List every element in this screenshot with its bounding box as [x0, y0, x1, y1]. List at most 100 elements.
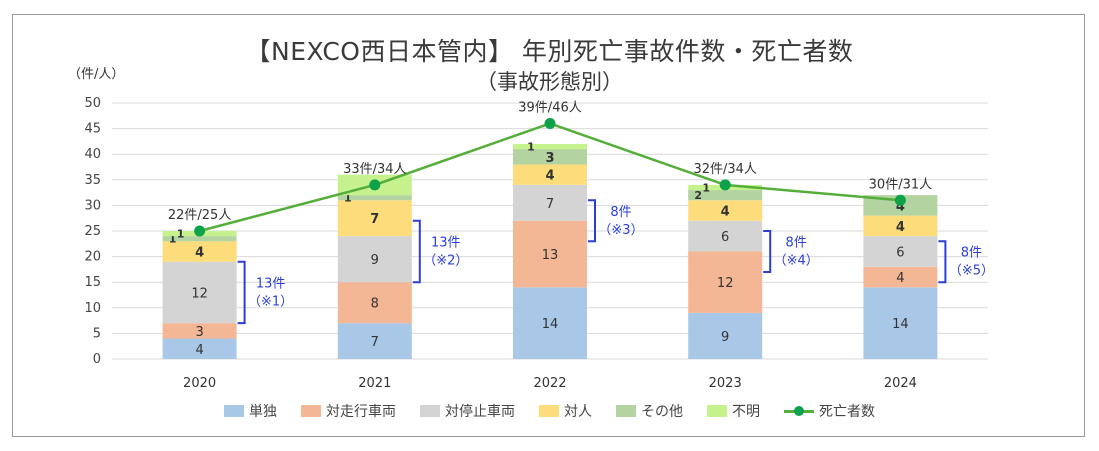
bracket-annotation-count: 13件 — [431, 235, 461, 250]
legend-item: 対停止車両 — [420, 401, 515, 421]
bar-value-label: 3 — [195, 325, 203, 340]
legend-swatch — [224, 405, 244, 417]
bar-segment — [513, 220, 587, 288]
bracket-annotation-note: （※3） — [598, 223, 643, 238]
deaths-data-label: 32件/34人 — [693, 162, 756, 177]
bar-segment — [162, 261, 237, 324]
bar-value-label: 3 — [545, 151, 554, 166]
bracket-annotation — [412, 219, 421, 284]
y-tick-label: 20 — [84, 250, 101, 265]
legend-item: 死亡者数 — [784, 401, 875, 421]
legend-item: 単独 — [224, 401, 277, 421]
bar-value-label: 9 — [721, 330, 729, 345]
y-tick-label: 0 — [93, 352, 101, 367]
bar-value-label: 1 — [177, 228, 185, 241]
deaths-marker — [544, 117, 556, 129]
y-tick-label: 25 — [84, 224, 101, 239]
bracket-annotation-count: 8件 — [961, 246, 982, 261]
bar-value-label: 12 — [191, 286, 208, 301]
bar-value-label: 4 — [721, 205, 730, 220]
bar-segment — [863, 287, 938, 359]
bracket-annotation-note: （※4） — [774, 253, 819, 268]
bar-segment — [337, 236, 412, 283]
bracket-annotation-note: （※1） — [248, 294, 293, 309]
bar-segment — [688, 312, 763, 359]
chart-legend: 単独 対走行車両 対停止車両 対人 その他 不明 死亡者数 — [0, 401, 1099, 421]
bar-value-label: 4 — [545, 169, 554, 184]
legend-label: 対停止車両 — [445, 404, 515, 420]
legend-label: その他 — [641, 404, 683, 420]
bar-value-label: 1 — [344, 192, 352, 205]
bar-segment — [688, 190, 763, 201]
bracket-annotation — [237, 260, 246, 325]
bar-segment — [162, 323, 237, 339]
legend-swatch — [301, 405, 321, 417]
bar-segment — [863, 266, 938, 288]
legend-item: その他 — [616, 401, 683, 421]
chart-title: 【NEXCO西日本管内】 年別死亡事故件数・死亡者数 — [245, 37, 854, 66]
bar-value-label: 13 — [542, 248, 559, 263]
bar-value-label: 8 — [371, 297, 379, 312]
deaths-data-label: 30件/31人 — [869, 177, 932, 192]
y-tick-label: 10 — [84, 301, 101, 316]
bar-segment — [162, 241, 237, 262]
y-tick-label: 5 — [93, 326, 101, 341]
bracket-annotation-note: （※2） — [423, 253, 468, 268]
bar-segment — [513, 287, 587, 359]
bar-segment — [337, 200, 412, 237]
legend-line-marker — [784, 405, 814, 417]
bar-segment — [162, 338, 237, 359]
bar-segment — [337, 195, 412, 201]
bar-value-label: 4 — [195, 245, 204, 260]
legend-label: 単独 — [249, 404, 277, 420]
deaths-marker — [194, 225, 206, 237]
bar-segment — [688, 200, 763, 221]
bar-segment — [513, 164, 587, 185]
x-tick-label: 2020 — [183, 376, 216, 391]
x-tick-label: 2022 — [533, 376, 566, 391]
bar-value-label: 7 — [546, 197, 554, 212]
x-tick-label: 2024 — [884, 376, 917, 391]
bar-value-label: 7 — [371, 335, 379, 350]
bracket-annotation-count: 8件 — [610, 205, 631, 220]
deaths-data-label: 33件/34人 — [343, 162, 406, 177]
legend-item: 対走行車両 — [301, 401, 396, 421]
bar-segment — [337, 323, 412, 359]
deaths-data-label: 22件/25人 — [168, 208, 231, 223]
bracket-annotation-note: （※5） — [949, 264, 994, 279]
bar-value-label: 6 — [896, 245, 904, 260]
deaths-marker — [894, 194, 906, 206]
legend-swatch — [616, 405, 636, 417]
deaths-marker — [719, 179, 731, 191]
bar-value-label: 1 — [527, 141, 535, 154]
bar-segment — [513, 149, 587, 165]
bracket-annotation — [763, 230, 772, 273]
y-tick-label: 40 — [84, 147, 101, 162]
y-tick-label: 15 — [84, 275, 101, 290]
bar-segment — [863, 215, 938, 237]
legend-label: 対走行車両 — [326, 404, 396, 420]
legend-label: 不明 — [732, 404, 760, 420]
bar-value-label: 4 — [896, 220, 905, 235]
bracket-annotation — [588, 199, 596, 243]
legend-swatch — [707, 405, 727, 417]
y-tick-label: 30 — [84, 198, 101, 213]
bar-value-label: 14 — [542, 317, 559, 332]
legend-swatch — [539, 405, 559, 417]
bar-value-label: 2 — [694, 189, 702, 202]
bar-value-label: 9 — [371, 253, 379, 268]
legend-label: 死亡者数 — [819, 404, 875, 420]
bar-value-label: 4 — [195, 343, 203, 358]
bar-segment — [513, 184, 587, 221]
bar-segment — [688, 220, 763, 252]
bar-value-label: 4 — [896, 271, 904, 286]
bar-segment — [337, 282, 412, 324]
deaths-marker — [369, 179, 381, 191]
bar-segment — [513, 143, 587, 150]
bar-segment — [162, 236, 237, 242]
bracket-annotation-count: 13件 — [256, 276, 286, 291]
legend-label: 対人 — [564, 404, 592, 420]
chart-subtitle: （事故形態別） — [476, 70, 623, 94]
y-axis-unit-label: （件/人） — [68, 67, 125, 82]
